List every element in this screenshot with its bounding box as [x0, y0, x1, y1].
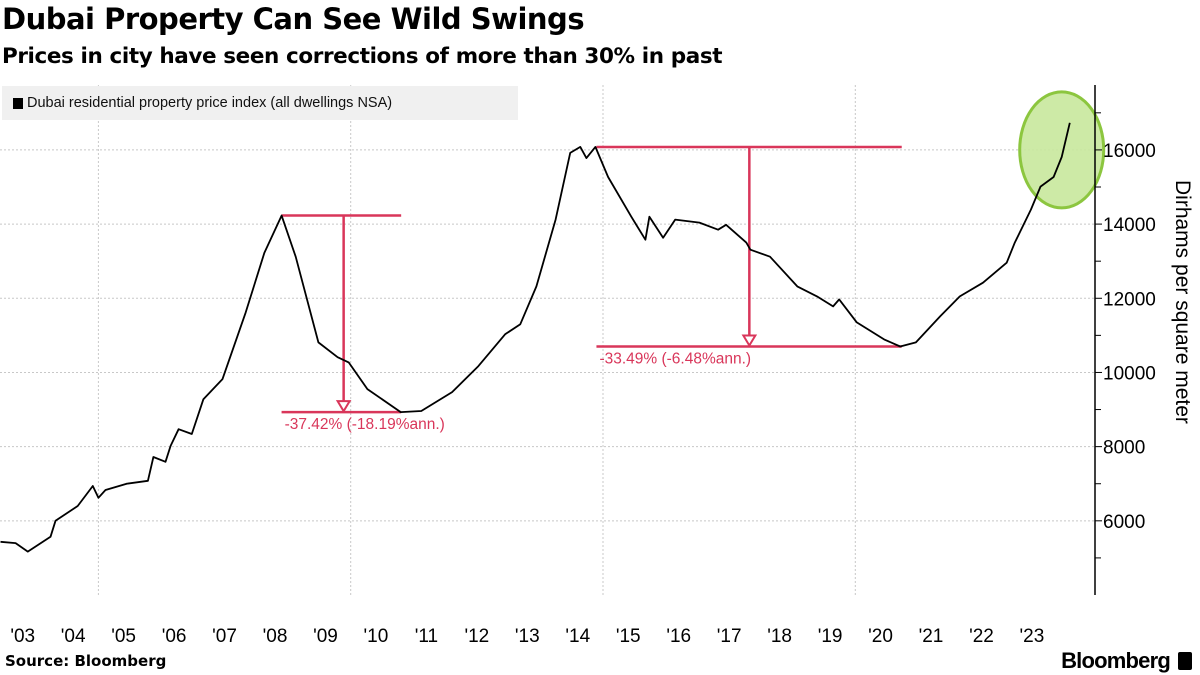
y-tick-label: 12000 — [1103, 289, 1156, 310]
x-tick-label: '12 — [464, 626, 489, 647]
x-tick-label: '03 — [10, 626, 35, 647]
y-axis-title: Dirhams per square meter — [1171, 180, 1194, 424]
legend: Dubai residential property price index (… — [2, 86, 518, 120]
y-tick-label: 16000 — [1103, 141, 1156, 162]
x-tick-label: '11 — [415, 626, 438, 647]
y-tick-label: 14000 — [1103, 215, 1156, 236]
chart-title: Dubai Property Can See Wild Swings — [2, 2, 585, 36]
annotations: -37.42% (-18.19%ann.) -33.49% (-6.48%ann.… — [281, 145, 902, 433]
arrow-down-icon — [741, 334, 758, 348]
legend-swatch — [13, 97, 23, 109]
arrow-down-icon — [335, 400, 352, 414]
drawdown-label: -33.49% (-6.48%ann.) — [599, 350, 751, 367]
x-tick-label: '06 — [162, 626, 187, 647]
legend-label: Dubai residential property price index (… — [27, 95, 393, 111]
logo-text: Bloomberg — [1061, 648, 1171, 673]
x-tick-label: '17 — [717, 626, 742, 647]
x-tick-label: '10 — [364, 626, 389, 647]
bloomberg-chart-icon — [1178, 652, 1192, 670]
x-tick-label: '18 — [767, 626, 792, 647]
x-axis: '03 '04 '05 '06 '07 '08 '09 '10 '11 '12 '13 '14 '15 '… — [10, 626, 1044, 647]
x-tick-label: '13 — [515, 626, 540, 647]
highlight-layer — [1018, 90, 1106, 210]
x-tick-label: '05 — [111, 626, 136, 647]
y-tick-label: 6000 — [1103, 512, 1145, 533]
x-tick-label: '07 — [212, 626, 237, 647]
y-tick-label: 8000 — [1103, 438, 1145, 459]
x-tick-label: '16 — [666, 626, 691, 647]
series-line — [0, 122, 1071, 553]
x-tick-label: '23 — [1020, 626, 1045, 647]
x-tick-label: '15 — [616, 626, 641, 647]
x-tick-label: '08 — [263, 626, 288, 647]
series-layer — [0, 122, 1071, 553]
source-note: Source: Bloomberg — [5, 652, 167, 670]
y-tick-label: 10000 — [1103, 363, 1156, 384]
x-tick-label: '21 — [919, 626, 944, 647]
chart-subtitle: Prices in city have seen corrections of … — [2, 44, 723, 69]
highlight-ellipse — [1018, 90, 1106, 210]
drawdown-label: -37.42% (-18.19%ann.) — [285, 416, 445, 433]
gridlines — [0, 85, 1095, 595]
x-tick-label: '19 — [818, 626, 843, 647]
x-tick-label: '14 — [565, 626, 590, 647]
x-tick-label: '04 — [61, 626, 86, 647]
x-tick-label: '20 — [868, 626, 893, 647]
y-axis: 6000 8000 10000 12000 14000 16000 — [1094, 85, 1156, 595]
x-tick-label: '22 — [969, 626, 994, 647]
x-tick-label: '09 — [313, 626, 338, 647]
bloomberg-logo: Bloomberg — [1061, 648, 1192, 674]
